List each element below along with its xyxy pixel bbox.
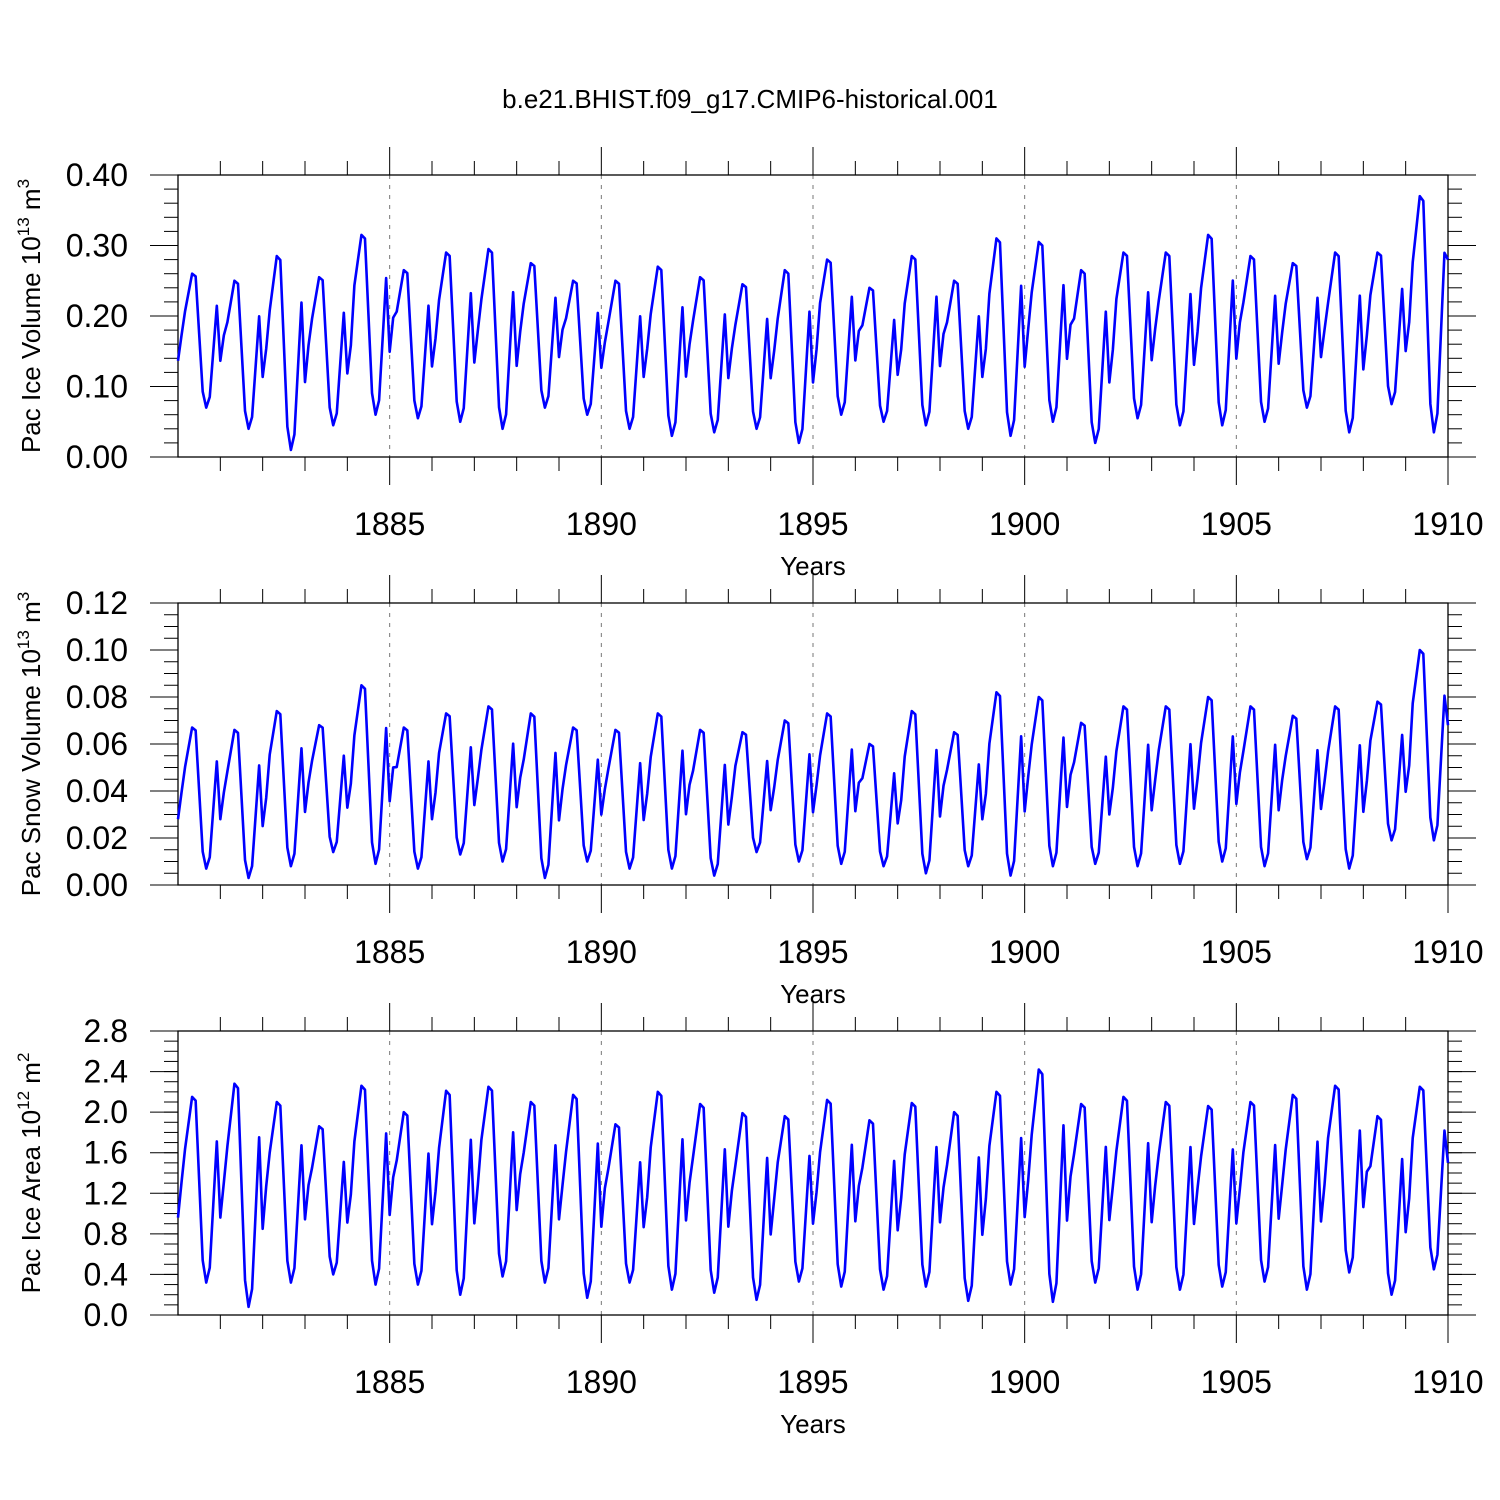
y-axis-label-unit-exponent: 2 [14, 1053, 33, 1062]
y-axis-label-unit-exponent: 3 [14, 592, 33, 601]
y-axis-label: Pac Ice Area 1012 m2 [14, 1053, 46, 1294]
x-tick-label: 1900 [989, 506, 1060, 542]
x-tick-label: 1905 [1201, 506, 1272, 542]
y-axis-label: Pac Ice Volume 1013 m3 [14, 179, 46, 453]
y-tick-label: 0.06 [66, 726, 128, 762]
x-axis-label: Years [780, 1409, 846, 1439]
y-tick-label: 2.0 [84, 1094, 128, 1130]
y-tick-label: 0.40 [66, 157, 128, 193]
x-tick-label: 1900 [989, 1364, 1060, 1400]
x-tick-label: 1910 [1412, 506, 1483, 542]
y-tick-label: 0.04 [66, 773, 128, 809]
y-tick-label: 0.00 [66, 439, 128, 475]
data-series-line [176, 194, 1450, 452]
y-tick-label: 2.8 [84, 1013, 128, 1049]
x-tick-label: 1905 [1201, 934, 1272, 970]
y-axis-label-unit: m [16, 1062, 46, 1091]
y-axis-label-exponent: 13 [14, 630, 33, 649]
y-axis-label-text: Pac Ice Area 10 [16, 1110, 46, 1294]
y-tick-label: 1.2 [84, 1175, 128, 1211]
y-tick-label: 0.10 [66, 369, 128, 405]
x-tick-label: 1885 [354, 934, 425, 970]
y-axis-label-text: Pac Ice Volume 10 [16, 236, 46, 453]
x-tick-label: 1905 [1201, 1364, 1272, 1400]
y-tick-label: 0.30 [66, 228, 128, 264]
x-tick-label: 1910 [1412, 1364, 1483, 1400]
x-tick-label: 1900 [989, 934, 1060, 970]
y-axis-label: Pac Snow Volume 1013 m3 [14, 592, 46, 896]
y-tick-label: 0.0 [84, 1297, 128, 1333]
data-series-line [176, 1068, 1450, 1309]
x-tick-label: 1910 [1412, 934, 1483, 970]
y-tick-label: 2.4 [84, 1054, 128, 1090]
chart-title: b.e21.BHIST.f09_g17.CMIP6-historical.001 [502, 84, 998, 114]
y-axis-label-unit: m [16, 188, 46, 217]
x-tick-label: 1885 [354, 1364, 425, 1400]
y-tick-label: 0.8 [84, 1216, 128, 1252]
x-tick-label: 1895 [777, 506, 848, 542]
x-tick-label: 1885 [354, 506, 425, 542]
x-tick-label: 1895 [777, 1364, 848, 1400]
panel-3: 1885 1890 1895 1900 1905 1910 Years 0.0 0.4 0.8 1.… [14, 1003, 1484, 1439]
y-axis-label-unit: m [16, 601, 46, 630]
x-tick-label: 1895 [777, 934, 848, 970]
y-tick-label: 1.6 [84, 1135, 128, 1171]
y-axis-label-text: Pac Snow Volume 10 [16, 649, 46, 896]
data-series-line [176, 648, 1450, 880]
y-tick-label: 0.10 [66, 632, 128, 668]
y-tick-label: 0.00 [66, 867, 128, 903]
panel-1: 1885 1890 1895 1900 1905 1910Years0.000.100.2… [14, 147, 1484, 581]
x-tick-label: 1890 [566, 934, 637, 970]
y-axis-label-unit-exponent: 3 [14, 179, 33, 188]
y-axis-label-exponent: 12 [14, 1091, 33, 1110]
y-tick-label: 0.12 [66, 585, 128, 621]
y-tick-label: 0.02 [66, 820, 128, 856]
x-tick-label: 1890 [566, 1364, 637, 1400]
y-tick-label: 0.08 [66, 679, 128, 715]
x-tick-label: 1890 [566, 506, 637, 542]
panel-2: 1885 1890 1895 1900 1905 1910Years0.000.020.0… [14, 575, 1484, 1009]
y-axis-label-exponent: 13 [14, 217, 33, 236]
y-tick-label: 0.20 [66, 298, 128, 334]
y-tick-label: 0.4 [84, 1256, 128, 1292]
